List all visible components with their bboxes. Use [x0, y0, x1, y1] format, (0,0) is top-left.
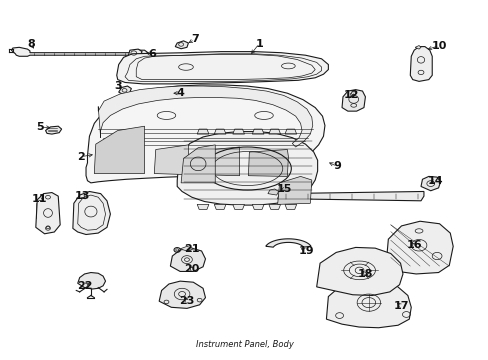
Polygon shape: [409, 46, 431, 81]
Polygon shape: [214, 204, 225, 210]
Polygon shape: [198, 147, 239, 176]
Polygon shape: [86, 85, 325, 183]
Text: 19: 19: [299, 246, 314, 256]
Polygon shape: [268, 129, 280, 134]
Text: 15: 15: [276, 184, 291, 194]
Text: 5: 5: [36, 122, 43, 132]
Text: 7: 7: [190, 35, 198, 44]
Polygon shape: [154, 145, 188, 175]
Polygon shape: [385, 221, 452, 274]
Text: 1: 1: [255, 39, 263, 49]
Text: 8: 8: [27, 40, 35, 49]
Polygon shape: [78, 273, 105, 289]
Polygon shape: [181, 145, 215, 183]
Polygon shape: [197, 129, 208, 134]
Polygon shape: [45, 126, 61, 134]
Text: 13: 13: [75, 191, 90, 201]
Polygon shape: [177, 132, 317, 205]
Text: 9: 9: [332, 161, 341, 171]
Polygon shape: [117, 51, 328, 84]
Polygon shape: [197, 204, 208, 210]
Text: 3: 3: [114, 81, 122, 91]
Polygon shape: [94, 126, 144, 174]
Polygon shape: [36, 193, 60, 234]
Polygon shape: [414, 45, 420, 49]
Polygon shape: [175, 41, 188, 49]
Polygon shape: [232, 129, 244, 134]
Polygon shape: [285, 204, 296, 210]
Text: 4: 4: [176, 88, 183, 98]
Polygon shape: [214, 129, 225, 134]
Polygon shape: [248, 149, 288, 176]
Polygon shape: [265, 239, 310, 247]
Polygon shape: [316, 247, 402, 296]
Text: 12: 12: [344, 90, 359, 100]
Polygon shape: [326, 280, 410, 328]
Polygon shape: [119, 86, 131, 95]
Polygon shape: [268, 204, 280, 210]
Text: 11: 11: [32, 194, 47, 204]
Polygon shape: [277, 192, 423, 201]
Polygon shape: [180, 246, 193, 251]
Polygon shape: [277, 176, 311, 204]
Polygon shape: [420, 176, 440, 191]
Polygon shape: [128, 49, 142, 57]
Text: Instrument Panel, Body: Instrument Panel, Body: [195, 340, 293, 349]
Polygon shape: [252, 204, 264, 210]
Text: 14: 14: [427, 176, 443, 186]
Polygon shape: [98, 86, 312, 147]
Text: 21: 21: [183, 244, 199, 254]
Polygon shape: [11, 47, 143, 56]
Text: 17: 17: [393, 301, 408, 311]
Polygon shape: [252, 129, 264, 134]
Text: 2: 2: [77, 152, 85, 162]
Polygon shape: [341, 90, 365, 111]
Text: 22: 22: [77, 281, 92, 291]
Polygon shape: [285, 129, 296, 134]
Text: 6: 6: [147, 49, 156, 59]
Polygon shape: [267, 189, 278, 195]
Polygon shape: [159, 281, 205, 309]
Polygon shape: [232, 204, 244, 210]
Polygon shape: [170, 248, 205, 271]
Text: 18: 18: [357, 269, 372, 279]
Text: 16: 16: [406, 240, 421, 250]
Polygon shape: [165, 89, 182, 99]
Polygon shape: [131, 50, 148, 55]
Text: 20: 20: [184, 264, 199, 274]
Text: 23: 23: [179, 296, 194, 306]
Polygon shape: [73, 192, 110, 234]
Text: 10: 10: [431, 41, 447, 50]
